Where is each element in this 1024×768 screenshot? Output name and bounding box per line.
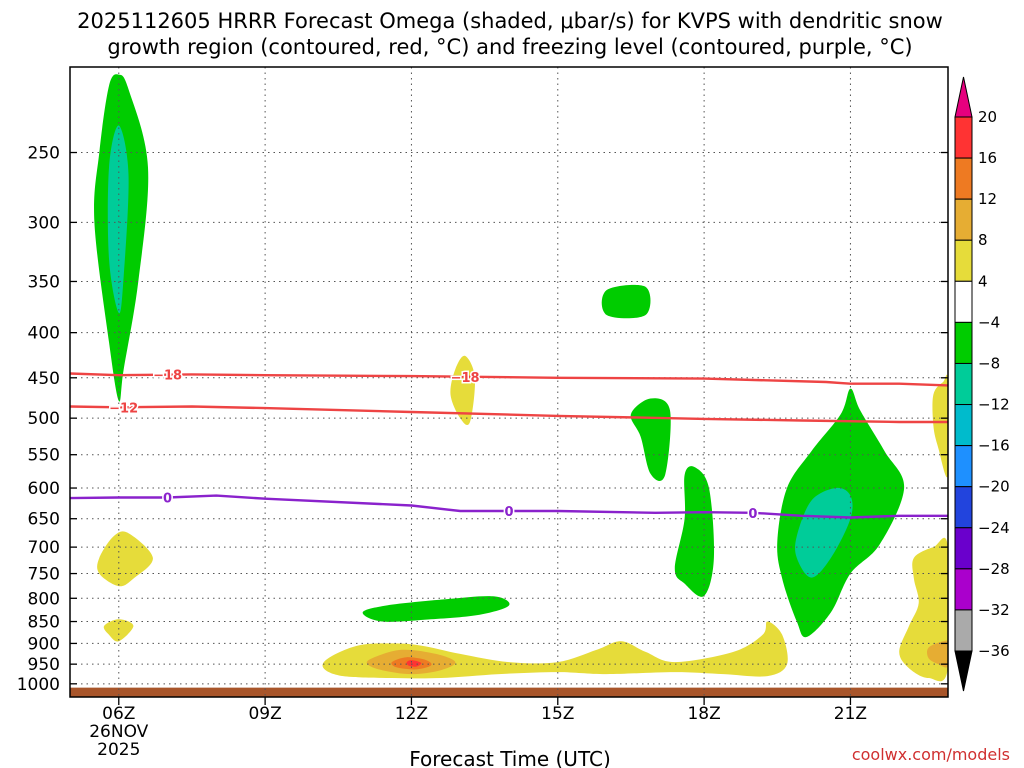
colorbar-swatch-8 — [954, 445, 973, 488]
y-tick-label-700: 700 — [28, 538, 60, 558]
omega-region-2 — [601, 284, 651, 319]
colorbar-label-13: −36 — [978, 642, 1010, 660]
colorbar-swatch-7 — [954, 404, 973, 447]
colorbar-label-4: 4 — [978, 272, 988, 290]
omega-region-6 — [795, 487, 853, 578]
omega-region-14 — [406, 660, 422, 667]
credit-text: coolwx.com/models — [852, 745, 1010, 764]
title-line-2: growth region (contoured, red, °C) and f… — [107, 35, 912, 59]
contour-0 — [70, 494, 948, 519]
y-tick-label-350: 350 — [28, 272, 60, 292]
x-tick-date: 26NOV — [89, 722, 148, 742]
y-tick-label-400: 400 — [28, 324, 60, 344]
colorbar-label-9: −20 — [978, 478, 1010, 496]
y-tick-label-300: 300 — [28, 213, 60, 233]
omega-region-4 — [674, 466, 715, 597]
y-tick-label-550: 550 — [28, 446, 60, 466]
contour-label-0-1: 0 — [504, 505, 513, 520]
colorbar-swatch-1 — [954, 157, 973, 200]
omega-region-10 — [103, 619, 134, 642]
colorbar-bottom-arrow — [954, 650, 973, 692]
omega-region-7 — [362, 596, 510, 622]
colorbar-label-2: 12 — [978, 190, 997, 208]
y-tick-label-900: 900 — [28, 634, 60, 654]
x-axis-label: Forecast Time (UTC) — [409, 747, 611, 768]
omega-region-17 — [932, 374, 948, 478]
y-tick-label-450: 450 — [28, 369, 60, 389]
x-tick-label-21Z: 21Z — [834, 704, 867, 724]
omega-region-8 — [450, 355, 476, 426]
contour-label--18-0: −18 — [153, 368, 182, 383]
colorbar-label-0: 20 — [978, 108, 997, 126]
y-tick-label-250: 250 — [28, 144, 60, 164]
x-tick-year: 2025 — [97, 740, 140, 760]
colorbar-label-11: −28 — [978, 560, 1010, 578]
colorbar-label-3: 8 — [978, 231, 988, 249]
colorbar-label-12: −32 — [978, 601, 1010, 619]
y-tick-label-850: 850 — [28, 613, 60, 633]
contour-label--12-0: −12 — [109, 401, 138, 416]
colorbar-label-10: −24 — [978, 519, 1010, 537]
y-tick-label-750: 750 — [28, 565, 60, 585]
colorbar-swatch-6 — [954, 362, 973, 406]
x-tick-label-15Z: 15Z — [541, 704, 574, 724]
colorbar-swatch-10 — [954, 527, 973, 570]
colorbar-label-1: 16 — [978, 149, 997, 167]
omega-region-3 — [630, 398, 671, 481]
temperature-contours: −18 −18 −12 0 0 0 — [70, 367, 948, 523]
colorbar-swatch-9 — [954, 486, 973, 529]
x-tick-label-09Z: 09Z — [248, 704, 281, 724]
colorbar-label-8: −16 — [978, 437, 1010, 455]
x-tick-label-18Z: 18Z — [687, 704, 720, 724]
y-tick-label-650: 650 — [28, 510, 60, 530]
chart-title: 2025112605 HRRR Forecast Omega (shaded, … — [77, 9, 943, 59]
surface-band — [70, 687, 948, 697]
x-tick-label-06Z: 06Z — [102, 704, 135, 724]
colorbar-swatch-12 — [954, 609, 973, 652]
y-axis: 2503003504004505005506006507007508008509… — [17, 144, 948, 695]
grid-lines — [70, 67, 948, 697]
colorbar-swatch-11 — [954, 568, 973, 611]
plot-frame — [69, 66, 949, 698]
colorbar-swatch-3 — [954, 239, 973, 282]
colorbar: 20 16 12 8 4 −4 −8 −12 −16 −20 −24 −28 −32 −36 — [954, 76, 1010, 692]
y-tick-label-1000: 1000 — [17, 675, 60, 695]
colorbar-label-7: −12 — [978, 396, 1010, 414]
contour-label--18-1: −18 — [451, 371, 480, 386]
colorbar-label-6: −8 — [978, 354, 1000, 372]
y-tick-label-600: 600 — [28, 479, 60, 499]
y-tick-label-950: 950 — [28, 655, 60, 675]
y-tick-label-500: 500 — [28, 409, 60, 429]
contour--18 — [70, 372, 948, 387]
omega-region-1 — [107, 125, 129, 314]
x-tick-label-12Z: 12Z — [395, 704, 428, 724]
contour--12 — [70, 405, 948, 424]
omega-shading — [70, 74, 948, 697]
colorbar-swatch-4 — [954, 280, 973, 323]
title-line-1: 2025112605 HRRR Forecast Omega (shaded, … — [77, 9, 943, 33]
contour-label-0-2: 0 — [748, 507, 757, 522]
y-tick-label-800: 800 — [28, 589, 60, 609]
colorbar-top-arrow — [954, 76, 973, 118]
colorbar-swatch-2 — [954, 198, 973, 241]
colorbar-swatch-5 — [954, 321, 973, 364]
contour-label-0-0: 0 — [163, 492, 172, 507]
colorbar-label-5: −4 — [978, 313, 1000, 331]
omega-region-9 — [97, 531, 153, 587]
colorbar-swatch-0 — [954, 116, 973, 159]
omega-region-16 — [927, 640, 948, 668]
